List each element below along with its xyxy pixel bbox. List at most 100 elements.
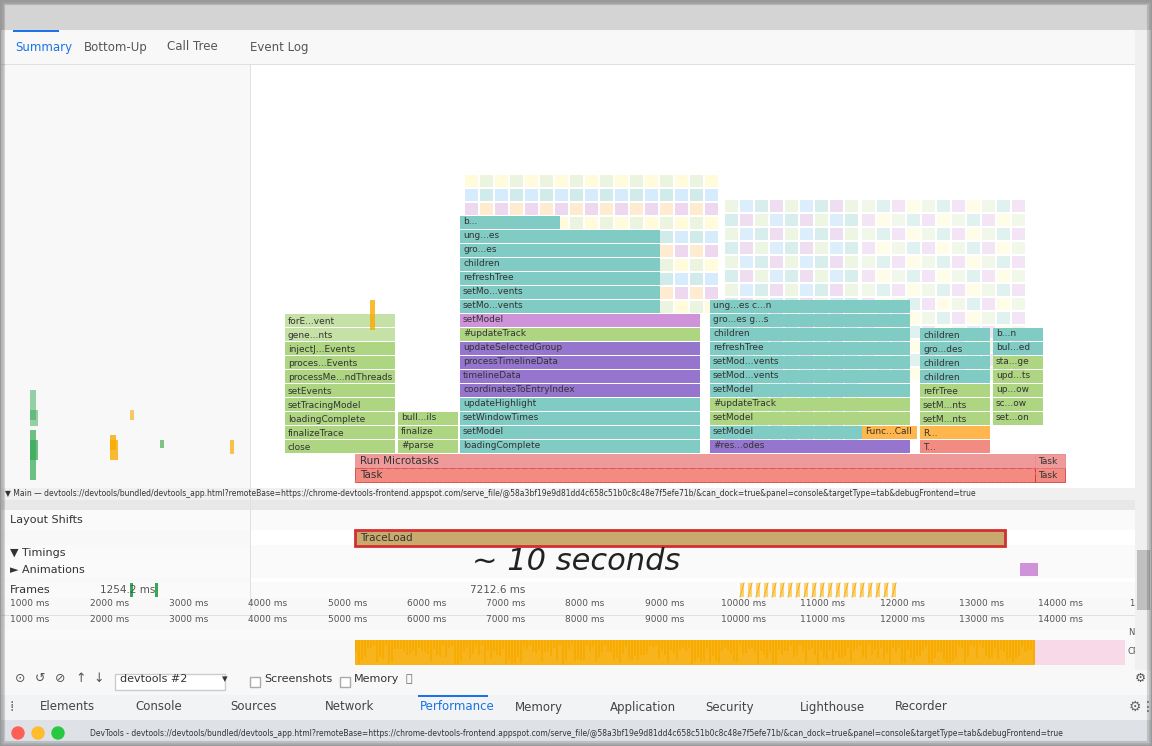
Text: Security: Security — [705, 700, 753, 713]
Bar — [615, 189, 628, 201]
Bar — [480, 217, 493, 229]
Bar — [1034, 454, 1064, 468]
Bar — [571, 640, 573, 645]
Bar — [460, 314, 700, 327]
Bar — [877, 368, 890, 380]
Bar — [952, 256, 965, 268]
Bar — [877, 326, 890, 338]
Bar — [832, 640, 834, 659]
Bar — [770, 270, 783, 282]
Bar — [892, 298, 905, 310]
Bar — [675, 273, 688, 285]
Text: ▼ Timings: ▼ Timings — [10, 548, 66, 558]
Bar — [811, 640, 813, 648]
Bar — [799, 368, 813, 380]
Bar — [770, 438, 783, 450]
Bar — [465, 245, 478, 257]
Bar — [690, 273, 703, 285]
Bar — [367, 640, 369, 648]
Bar — [630, 175, 643, 187]
Bar — [829, 228, 843, 240]
Bar — [922, 340, 935, 352]
Bar — [460, 216, 560, 229]
Bar — [30, 430, 36, 480]
Bar — [361, 640, 363, 659]
Bar — [799, 640, 801, 646]
Bar — [574, 640, 576, 661]
Bar — [740, 284, 753, 296]
Text: Sources: Sources — [230, 700, 276, 713]
Bar — [967, 368, 980, 380]
Bar — [755, 312, 768, 324]
Bar — [615, 203, 628, 215]
Bar — [547, 640, 550, 651]
Text: Event Log: Event Log — [250, 40, 309, 54]
Bar — [770, 410, 783, 422]
Bar — [920, 440, 990, 453]
Bar — [982, 326, 995, 338]
Text: forE...vent: forE...vent — [288, 316, 335, 325]
Bar — [460, 356, 700, 369]
Bar — [799, 354, 813, 366]
Bar — [982, 368, 995, 380]
Bar — [829, 354, 843, 366]
Bar — [710, 440, 910, 453]
Bar — [285, 426, 395, 439]
Text: coordinatesToEntryIndex: coordinatesToEntryIndex — [463, 386, 575, 395]
Bar — [630, 245, 643, 257]
Bar — [929, 640, 930, 663]
Bar — [802, 640, 804, 651]
Bar — [641, 640, 642, 655]
Text: Performance: Performance — [420, 700, 494, 713]
Bar — [993, 370, 1043, 383]
Bar — [740, 438, 753, 450]
Bar — [1030, 640, 1032, 650]
Bar — [907, 228, 920, 240]
Bar — [715, 640, 717, 661]
Bar — [460, 640, 462, 661]
Bar — [733, 640, 735, 662]
Bar — [583, 640, 585, 660]
Text: children: children — [713, 330, 750, 339]
Bar — [585, 273, 598, 285]
Bar — [532, 640, 535, 651]
Bar — [1011, 284, 1025, 296]
Bar — [460, 412, 700, 425]
Bar — [861, 583, 864, 597]
Bar — [667, 640, 669, 663]
Text: updateSelectedGroup: updateSelectedGroup — [463, 343, 562, 353]
Bar — [934, 640, 935, 658]
Bar — [415, 640, 417, 657]
Bar — [862, 256, 876, 268]
Bar — [285, 328, 395, 341]
Text: close: close — [288, 442, 311, 451]
Bar — [829, 214, 843, 226]
Bar — [778, 640, 780, 650]
Bar — [0, 500, 1152, 510]
Bar — [457, 640, 458, 664]
Bar — [967, 256, 980, 268]
Bar — [799, 326, 813, 338]
Bar — [495, 203, 508, 215]
Bar — [700, 640, 702, 662]
Bar — [799, 396, 813, 408]
Bar — [901, 640, 903, 663]
Bar — [505, 640, 507, 665]
Bar — [976, 640, 978, 658]
Bar — [1000, 640, 1002, 650]
Bar — [705, 245, 718, 257]
Text: gene...nts: gene...nts — [288, 330, 333, 339]
Bar — [740, 583, 744, 597]
Bar — [725, 368, 738, 380]
Bar — [937, 312, 950, 324]
Bar — [553, 640, 555, 648]
Bar — [937, 354, 950, 366]
Bar — [876, 583, 880, 597]
Bar — [1021, 640, 1023, 647]
Bar — [495, 175, 508, 187]
Bar — [787, 640, 789, 651]
Bar — [993, 342, 1043, 355]
Text: ⚙: ⚙ — [1129, 700, 1142, 714]
Bar — [430, 640, 432, 661]
Bar — [115, 674, 225, 690]
